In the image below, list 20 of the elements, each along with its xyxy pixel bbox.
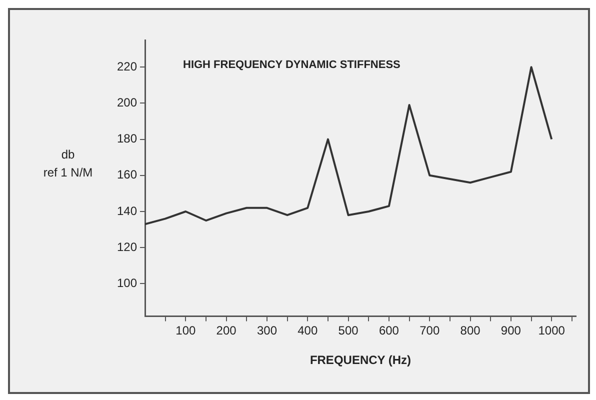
x-tick-label: 900 [500,324,522,338]
x-tick-label: 800 [460,324,481,338]
y-tick-label: 220 [116,59,138,74]
x-tick-label: 1000 [538,324,566,338]
y-tick-label: 120 [116,240,138,254]
y-tick-label: 200 [116,95,138,110]
y-tick-label: 160 [116,168,138,182]
y-tick-label: 100 [116,276,138,290]
y-tick-label: 140 [116,204,138,218]
x-tick-label: 400 [298,324,318,338]
x-tick-label: 100 [176,324,196,338]
x-tick-label: 300 [256,324,278,338]
x-axis-title: FREQUENCY (Hz) [310,353,412,368]
x-tick-label: 500 [338,324,359,338]
x-tick-label: 200 [216,324,237,338]
x-tick-label: 700 [420,324,440,338]
x-tick-label: 600 [378,324,400,338]
y-axis-title: db ref 1 N/M [43,147,93,180]
text: HIGH FREQUENCY DYNAMIC STIFFNESS [183,59,400,72]
y-tick-label: 180 [116,132,138,146]
